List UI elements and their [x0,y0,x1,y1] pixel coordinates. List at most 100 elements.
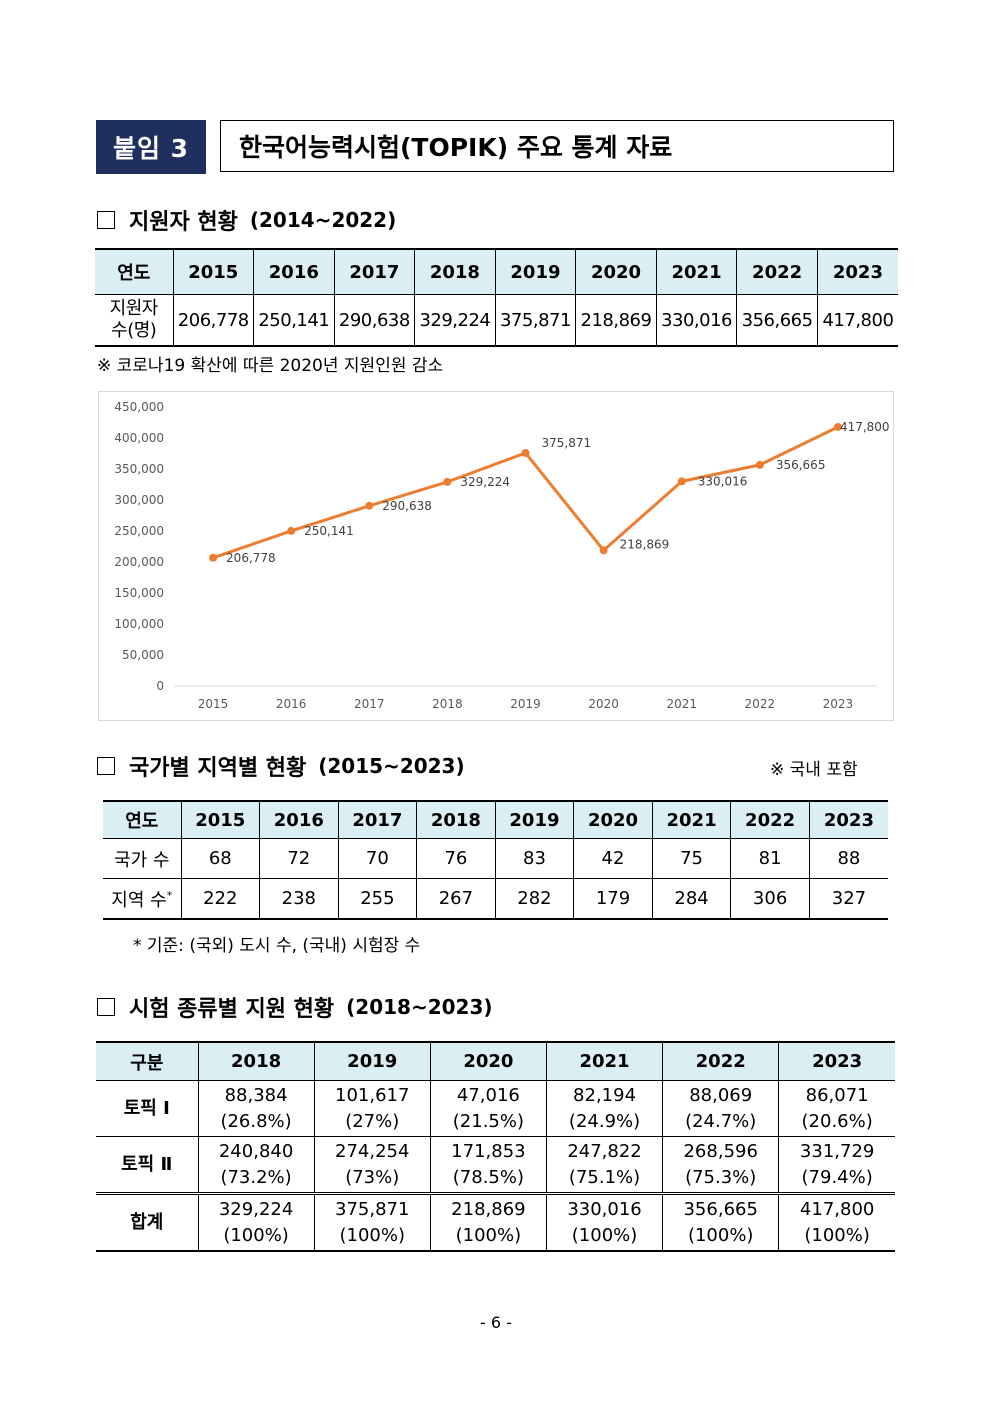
count-value: 240,840 [218,1140,294,1162]
count-value: 274,254 [335,1140,410,1162]
percent-value: (75.1%) [568,1166,641,1188]
y-tick-label: 100,000 [114,617,164,631]
table-row: 국가 수 68 72 70 76 83 42 75 81 88 [103,838,888,879]
table-cell: 240,840 (73.2%) [197,1136,315,1194]
table-cell: 417,800 [816,294,898,347]
data-label: 290,638 [382,499,432,513]
section2-period: (2015~2023) [318,754,465,778]
table-cell: 218,869 (100%) [429,1192,547,1252]
data-label: 375,871 [542,436,592,450]
table-cell: 47,016 (21.5%) [429,1080,547,1137]
count-value: 86,071 [805,1084,869,1106]
table-cell: 375,871 (100%) [313,1192,431,1252]
table-cell: 82,194 (24.9%) [545,1080,663,1137]
header-cell: 연도 [95,248,173,295]
count-value: 88,069 [689,1084,753,1106]
header-cell: 구분 [96,1041,198,1081]
table-cell: 250,141 [253,294,335,347]
exam-type-table: 구분 2018 2019 2020 2021 2022 2023 토픽 Ⅰ 88,… [96,1041,895,1252]
percent-value: (26.8%) [220,1110,292,1132]
table-header-row: 연도 2015 2016 2017 2018 2019 2020 2021 20… [103,800,888,839]
percent-value: (21.5%) [452,1110,524,1132]
table-cell: 284 [651,878,731,920]
section1-note: ※ 코로나19 확산에 따른 2020년 지원인원 감소 [97,356,444,376]
header-cell: 2019 [494,248,576,295]
row-label: 지역 수* [103,878,181,920]
percent-value: (79.4%) [801,1166,873,1188]
header-cell: 2017 [333,248,415,295]
header-cell: 2016 [259,800,339,839]
y-tick-label: 200,000 [114,555,164,569]
section1-title: 지원자 현황 [129,210,238,235]
header-cell: 2019 [313,1041,431,1081]
x-tick-label: 2017 [354,697,385,711]
row-label: 토픽 Ⅰ [96,1080,198,1137]
percent-value: (100%) [223,1224,289,1246]
table-cell: 331,729 (79.4%) [778,1136,895,1194]
data-label: 356,665 [776,458,826,472]
table-cell: 222 [180,878,260,920]
section3-period: (2018~2023) [346,995,493,1019]
table-cell: 282 [494,878,574,920]
table-cell: 255 [337,878,417,920]
count-value: 331,729 [799,1140,875,1162]
percent-value: (24.7%) [685,1110,757,1132]
appendix-tag: 붙임 3 [96,120,206,174]
table-cell: 238 [259,878,339,920]
header-cell: 2023 [778,1041,895,1081]
table-cell: 76 [416,838,496,879]
header-cell: 2017 [337,800,417,839]
section3-heading: 시험 종류별 지원 현황 (2018~2023) [97,991,493,1023]
header-cell: 2015 [180,800,260,839]
table-cell: 206,778 [172,294,254,347]
section2-note: * 기준: (국외) 도시 수, (국내) 시험장 수 [133,936,421,956]
section2-title: 국가별 지역별 현황 [129,756,307,781]
checkbox-icon [97,211,115,229]
table-cell: 247,822 (75.1%) [545,1136,663,1194]
header-cell: 2018 [416,800,496,839]
x-tick-label: 2020 [588,697,619,711]
header-cell: 2019 [494,800,574,839]
header-cell: 2020 [575,248,657,295]
table-row: 지역 수* 222 238 255 267 282 179 284 306 32… [103,878,888,920]
data-point [599,546,608,555]
data-point [287,526,296,535]
table-cell: 274,254 (73%) [313,1136,431,1194]
count-value: 171,853 [451,1140,526,1162]
header-cell: 2023 [808,800,888,839]
x-tick-label: 2022 [745,697,776,711]
percent-value: (27%) [345,1110,400,1132]
checkbox-icon [97,757,115,775]
table-cell: 72 [259,838,339,879]
table-cell: 330,016 [655,294,737,347]
percent-value: (75.3%) [685,1166,757,1188]
table-cell: 330,016 (100%) [545,1192,663,1252]
count-value: 330,016 [567,1198,642,1220]
table-cell: 88,069 (24.7%) [662,1080,779,1137]
count-value: 375,871 [335,1198,410,1220]
header-cell: 2021 [545,1041,663,1081]
data-label: 329,224 [460,475,510,489]
x-tick-label: 2021 [666,697,697,711]
header-cell: 2021 [655,248,737,295]
section3-title: 시험 종류별 지원 현황 [129,997,335,1022]
table-cell: 179 [573,878,653,920]
header-cell: 2018 [414,248,496,295]
table-cell: 329,224 (100%) [197,1192,315,1252]
y-tick-label: 400,000 [114,431,164,445]
section1-period: (2014~2022) [249,208,397,232]
count-value: 356,665 [683,1198,758,1220]
percent-value: (73%) [345,1166,400,1188]
count-value: 47,016 [456,1084,520,1106]
row-label: 지원자 수(명) [95,294,173,347]
table-cell: 290,638 [333,294,415,347]
page-number: - 6 - [480,1313,512,1332]
y-tick-label: 300,000 [114,493,164,507]
percent-value: (78.5%) [452,1166,524,1188]
data-point [209,553,218,562]
percent-value: (100%) [339,1224,405,1246]
y-tick-label: 150,000 [114,586,164,600]
count-value: 88,384 [224,1084,288,1106]
table-row-total: 합계 329,224 (100%) 375,871 (100%) 218,869 (100%… [96,1192,895,1252]
header-cell: 2020 [573,800,653,839]
